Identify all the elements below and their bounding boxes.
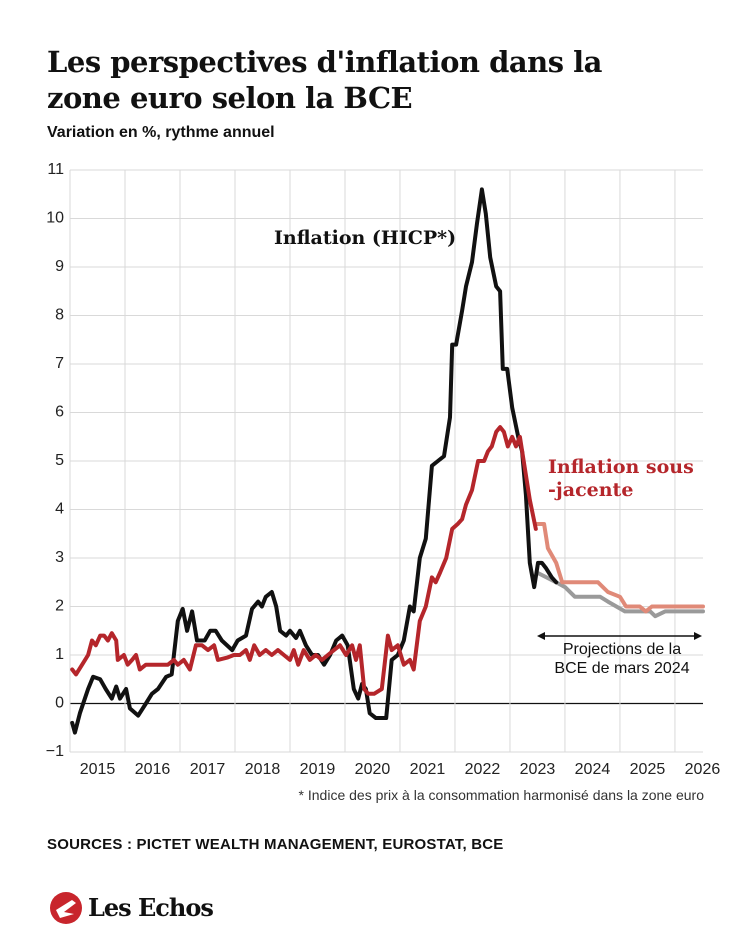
x-tick-label: 2015 xyxy=(80,761,116,778)
footnote: * Indice des prix à la consommation harm… xyxy=(298,787,704,803)
series-label: Inflation (HICP*) xyxy=(274,227,457,249)
x-tick-label: 2023 xyxy=(520,761,556,778)
y-tick-label: 11 xyxy=(47,161,64,178)
logo-mark xyxy=(50,892,82,924)
grid: −1 0 1 2 3 4 5 6 7 8 9 10 11 2015 2016 2017 2018 2019 2020… xyxy=(46,161,721,778)
y-tick-label: 7 xyxy=(55,355,64,372)
y-tick-label: 9 xyxy=(55,258,64,275)
y-tick-label: 1 xyxy=(55,646,64,663)
x-tick-label: 2017 xyxy=(190,761,226,778)
y-tick-label: 0 xyxy=(55,695,64,712)
y-tick-label: −1 xyxy=(46,743,64,760)
x-tick-label: 2024 xyxy=(575,761,611,778)
series-label: Inflation sous -jacente xyxy=(548,456,694,501)
x-tick-label: 2018 xyxy=(245,761,281,778)
y-tick-label: 8 xyxy=(55,307,64,324)
x-tick-label: 2025 xyxy=(630,761,666,778)
y-tick-label: 10 xyxy=(46,210,64,227)
x-tick-label: 2019 xyxy=(300,761,336,778)
source: SOURCES : PICTET WEALTH MANAGEMENT, EURO… xyxy=(47,836,504,853)
y-tick-label: 6 xyxy=(55,404,64,421)
y-tick-label: 5 xyxy=(55,452,64,469)
y-tick-label: 3 xyxy=(55,549,64,566)
projection-arrow xyxy=(537,632,702,640)
y-tick-label: 4 xyxy=(55,501,64,518)
series-line xyxy=(70,425,538,696)
series-line xyxy=(533,522,705,614)
chart-subtitle: Variation en %, rythme annuel xyxy=(47,124,275,141)
x-tick-label: 2020 xyxy=(355,761,391,778)
y-tick-label: 2 xyxy=(55,598,64,615)
x-tick-label: 2016 xyxy=(135,761,171,778)
chart-title: Les perspectives d'inflation dans la zon… xyxy=(47,45,602,115)
annotation: Projections de la BCE de mars 2024 xyxy=(554,641,690,677)
x-tick-label: 2021 xyxy=(410,761,446,778)
logo: Les Echos xyxy=(88,893,214,922)
series-line xyxy=(534,570,705,619)
x-tick-label: 2022 xyxy=(465,761,501,778)
x-tick-label: 2026 xyxy=(685,761,721,778)
lines xyxy=(70,187,705,735)
